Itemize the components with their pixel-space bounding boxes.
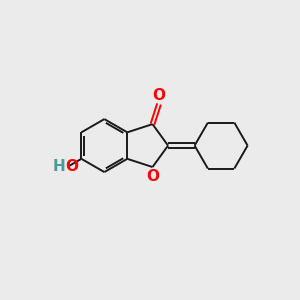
Text: H: H [52, 159, 65, 174]
Text: O: O [66, 159, 79, 174]
Text: O: O [146, 169, 159, 184]
Text: O: O [153, 88, 166, 103]
